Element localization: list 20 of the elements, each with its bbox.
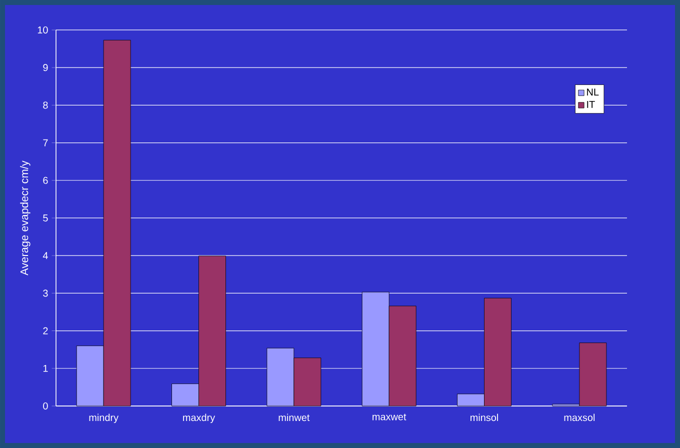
y-tick-label: 3 bbox=[43, 290, 48, 297]
y-tick-label: 0 bbox=[43, 402, 48, 410]
y-tick-label: 4 bbox=[42, 252, 48, 260]
legend-label: IT bbox=[587, 101, 595, 108]
legend-label: NL bbox=[587, 88, 599, 96]
y-axis-title: Average evapdecr cm/y bbox=[20, 160, 30, 276]
y-tick-label: 7 bbox=[43, 139, 48, 146]
y-tick-label: 8 bbox=[43, 102, 48, 109]
y-tick-label: 10 bbox=[38, 26, 48, 34]
x-tick-label: maxwet bbox=[372, 414, 406, 420]
x-tick-label: minwet bbox=[278, 414, 310, 422]
y-tick-label: 5 bbox=[43, 214, 48, 222]
x-tick-label: maxsol bbox=[564, 414, 595, 422]
y-tick-label: 9 bbox=[43, 64, 48, 72]
y-tick-label: 2 bbox=[43, 327, 48, 334]
y-tick-label: 6 bbox=[43, 176, 48, 184]
y-tick-label: 1 bbox=[43, 364, 48, 372]
x-tick-label: mindry bbox=[89, 414, 119, 424]
x-tick-label: maxdry bbox=[183, 414, 216, 424]
x-tick-label: minsol bbox=[470, 414, 498, 422]
